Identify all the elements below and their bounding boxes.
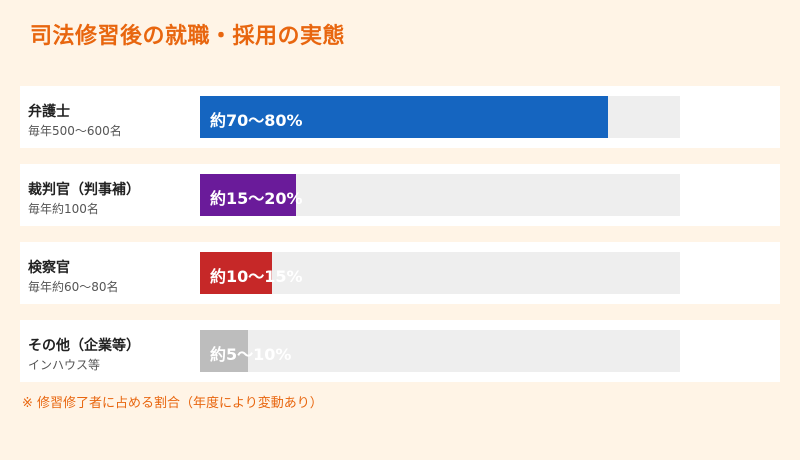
category-label: 検察官 [28, 257, 70, 277]
bar-row-other: その他（企業等） インハウス等 約5〜10% [20, 320, 780, 382]
category-subtitle: 毎年約60〜80名 [28, 278, 119, 295]
bar-row-kensatsukan: 検察官 毎年約60〜80名 約10〜15% [20, 242, 780, 304]
category-label: 裁判官（判事補） [28, 179, 140, 199]
bar-track: 約70〜80% [200, 96, 680, 138]
category-subtitle: 毎年約100名 [28, 200, 99, 217]
footnote: ※ 修習修了者に占める割合（年度により変動あり） [22, 392, 323, 411]
bar-value-label: 約5〜10% [210, 341, 291, 365]
chart-title: 司法修習後の就職・採用の実態 [30, 18, 345, 50]
category-subtitle: 毎年500〜600名 [28, 122, 122, 139]
bar-track: 約5〜10% [200, 330, 680, 372]
bar-track: 約15〜20% [200, 174, 680, 216]
category-subtitle: インハウス等 [28, 356, 100, 373]
category-label: その他（企業等） [28, 335, 140, 355]
bar-row-saibankan: 裁判官（判事補） 毎年約100名 約15〜20% [20, 164, 780, 226]
bar-value-label: 約15〜20% [210, 185, 303, 209]
bar-track: 約10〜15% [200, 252, 680, 294]
bar-value-label: 約70〜80% [210, 107, 303, 131]
bar-row-bengoshi: 弁護士 毎年500〜600名 約70〜80% [20, 86, 780, 148]
category-label: 弁護士 [28, 101, 70, 121]
bar-value-label: 約10〜15% [210, 263, 303, 287]
